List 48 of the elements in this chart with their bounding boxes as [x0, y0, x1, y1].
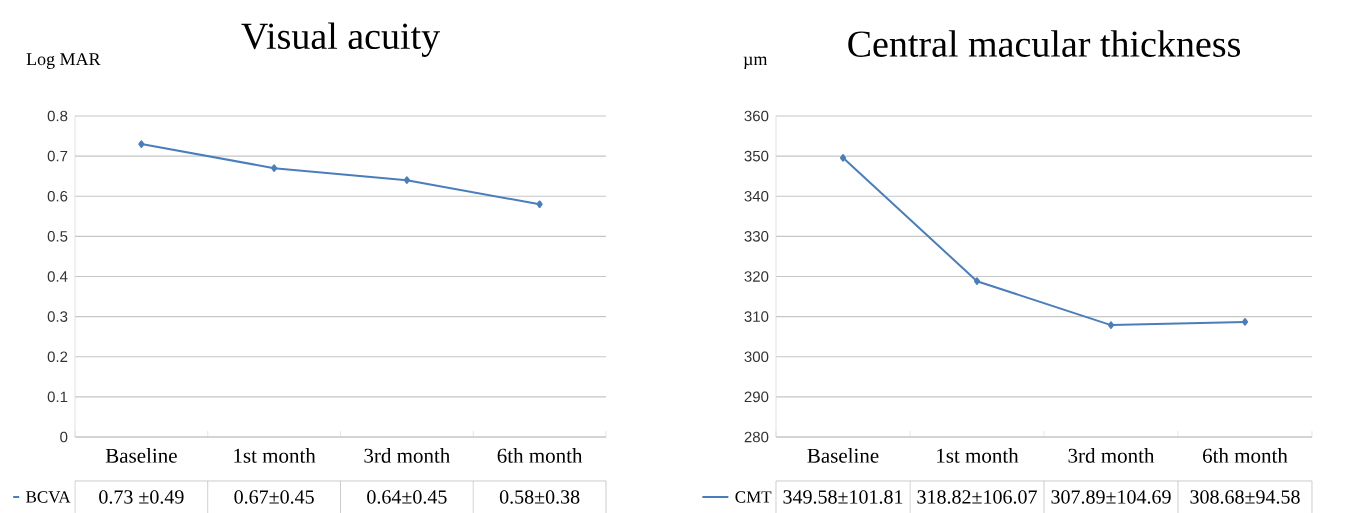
legend-label: CMT [735, 491, 772, 503]
data-label: 0.64±0.45 [367, 490, 447, 504]
y-tick-label: 0.1 [47, 391, 68, 403]
y-axis-title: Log MAR [26, 53, 101, 69]
y-tick-label: 0.2 [47, 351, 68, 363]
point [536, 200, 543, 209]
legend-label: BCVA [26, 491, 71, 503]
data-label: 0.73 ±0.49 [99, 490, 184, 504]
y-tick-label: 350 [744, 150, 769, 162]
point [1241, 318, 1249, 326]
y-tick-label: 0.5 [47, 231, 68, 242]
y-tick-label: 330 [744, 231, 769, 242]
data-label: 318.82±106.07 [917, 490, 1037, 504]
y-tick-label: 320 [744, 271, 769, 282]
point [271, 164, 278, 172]
y-tick-label: 0.4 [47, 271, 68, 282]
data-label: 307.89±104.69 [1051, 490, 1171, 504]
data-label: 0.58±0.38 [499, 490, 580, 504]
data-label: 349.58±101.81 [783, 490, 903, 504]
point [973, 277, 981, 286]
data-label: 308.68±94.58 [1190, 490, 1300, 504]
y-tick-label: 290 [744, 391, 769, 403]
x-tick-label: 3rd month [364, 448, 451, 463]
chart-title: Central macular thickness [848, 30, 1241, 57]
point [839, 154, 847, 162]
point [1107, 321, 1115, 329]
y-tick-label: 0.3 [47, 311, 68, 322]
chart-title: Visual acuity [241, 22, 440, 57]
point [403, 176, 410, 184]
y-tick-label: 280 [744, 431, 769, 443]
y-tick-label: 0.6 [47, 190, 68, 202]
data-label: 0.67±0.45 [234, 490, 314, 504]
y-tick-label: 340 [744, 190, 769, 202]
x-tick-label: 6th month [497, 448, 583, 463]
y-tick-label: 310 [744, 311, 769, 322]
y-tick-label: 0.8 [47, 110, 68, 122]
y-tick-label: 0.7 [47, 150, 68, 162]
y-axis-title: µm [743, 56, 768, 69]
x-tick-label: 6th month [1203, 448, 1288, 463]
point [138, 140, 145, 148]
x-tick-label: 1st month [234, 448, 316, 463]
x-tick-label: Baseline [105, 448, 177, 463]
x-tick-label: 1st month [937, 448, 1019, 463]
x-tick-label: Baseline [807, 448, 879, 463]
x-tick-label: 3rd month [1068, 448, 1155, 463]
y-tick-label: 360 [744, 110, 769, 122]
y-tick-label: 0 [60, 431, 68, 443]
y-tick-label: 300 [744, 351, 769, 363]
